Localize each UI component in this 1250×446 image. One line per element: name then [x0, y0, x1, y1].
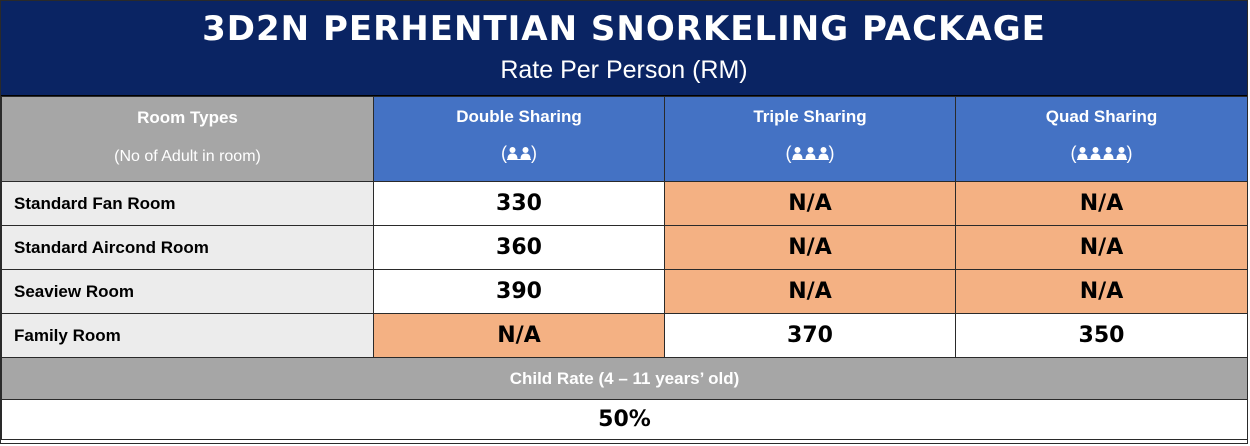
- table-row: Family Room N/A 370 350: [1, 313, 1248, 358]
- rate-table: Room Types (No of Adult in room) Double …: [1, 96, 1248, 440]
- double-sharing-label: Double Sharing: [456, 107, 582, 126]
- triple-sharing-header: Triple Sharing (): [664, 96, 956, 182]
- room-types-label: Room Types: [137, 108, 238, 127]
- paren-open: (: [501, 142, 507, 163]
- two-persons-icon: (): [501, 142, 537, 164]
- child-rate-label: Child Rate (4 – 11 years’ old): [1, 357, 1248, 400]
- room-name: Seaview Room: [1, 269, 374, 314]
- paren-close: ): [1126, 142, 1133, 163]
- child-rate-value: 50%: [1, 399, 1248, 440]
- rate-cell: 330: [373, 181, 665, 226]
- rate-cell: N/A: [955, 225, 1248, 270]
- rate-cell: 370: [664, 313, 956, 358]
- rate-cell: N/A: [373, 313, 665, 358]
- paren-close: ): [828, 142, 835, 163]
- room-name: Standard Aircond Room: [1, 225, 374, 270]
- rate-cell: N/A: [955, 181, 1248, 226]
- rate-cell: N/A: [664, 225, 956, 270]
- rate-subtitle: Rate Per Person (RM): [500, 56, 748, 84]
- room-types-header: Room Types (No of Adult in room): [1, 96, 374, 182]
- three-persons-icon: (): [786, 142, 835, 164]
- package-title: 3D2N PERHENTIAN SNORKELING PACKAGE: [202, 9, 1046, 49]
- four-persons-icon: (): [1071, 142, 1133, 164]
- double-sharing-header: Double Sharing (): [373, 96, 665, 182]
- quad-sharing-header: Quad Sharing (): [955, 96, 1248, 182]
- rate-cell: N/A: [664, 181, 956, 226]
- quad-sharing-label: Quad Sharing: [1045, 107, 1158, 126]
- room-name: Family Room: [1, 313, 374, 358]
- child-rate-header-row: Child Rate (4 – 11 years’ old): [1, 357, 1248, 400]
- room-name: Standard Fan Room: [1, 181, 374, 226]
- rate-cell: N/A: [955, 269, 1248, 314]
- title-banner: 3D2N PERHENTIAN SNORKELING PACKAGE Rate …: [1, 1, 1247, 96]
- paren-close: ): [531, 142, 537, 163]
- adults-in-room-label: (No of Adult in room): [114, 148, 261, 165]
- paren-open: (: [1070, 142, 1077, 163]
- table-row: Standard Aircond Room 360 N/A N/A: [1, 225, 1248, 270]
- paren-open: (: [785, 142, 792, 163]
- triple-sharing-label: Triple Sharing: [753, 107, 867, 126]
- rate-cell: 350: [955, 313, 1248, 358]
- table-row: Seaview Room 390 N/A N/A: [1, 269, 1248, 314]
- rate-cell: N/A: [664, 269, 956, 314]
- table-header-row: Room Types (No of Adult in room) Double …: [1, 96, 1248, 182]
- child-rate-value-row: 50%: [1, 399, 1248, 440]
- rate-cell: 360: [373, 225, 665, 270]
- table-row: Standard Fan Room 330 N/A N/A: [1, 181, 1248, 226]
- rate-cell: 390: [373, 269, 665, 314]
